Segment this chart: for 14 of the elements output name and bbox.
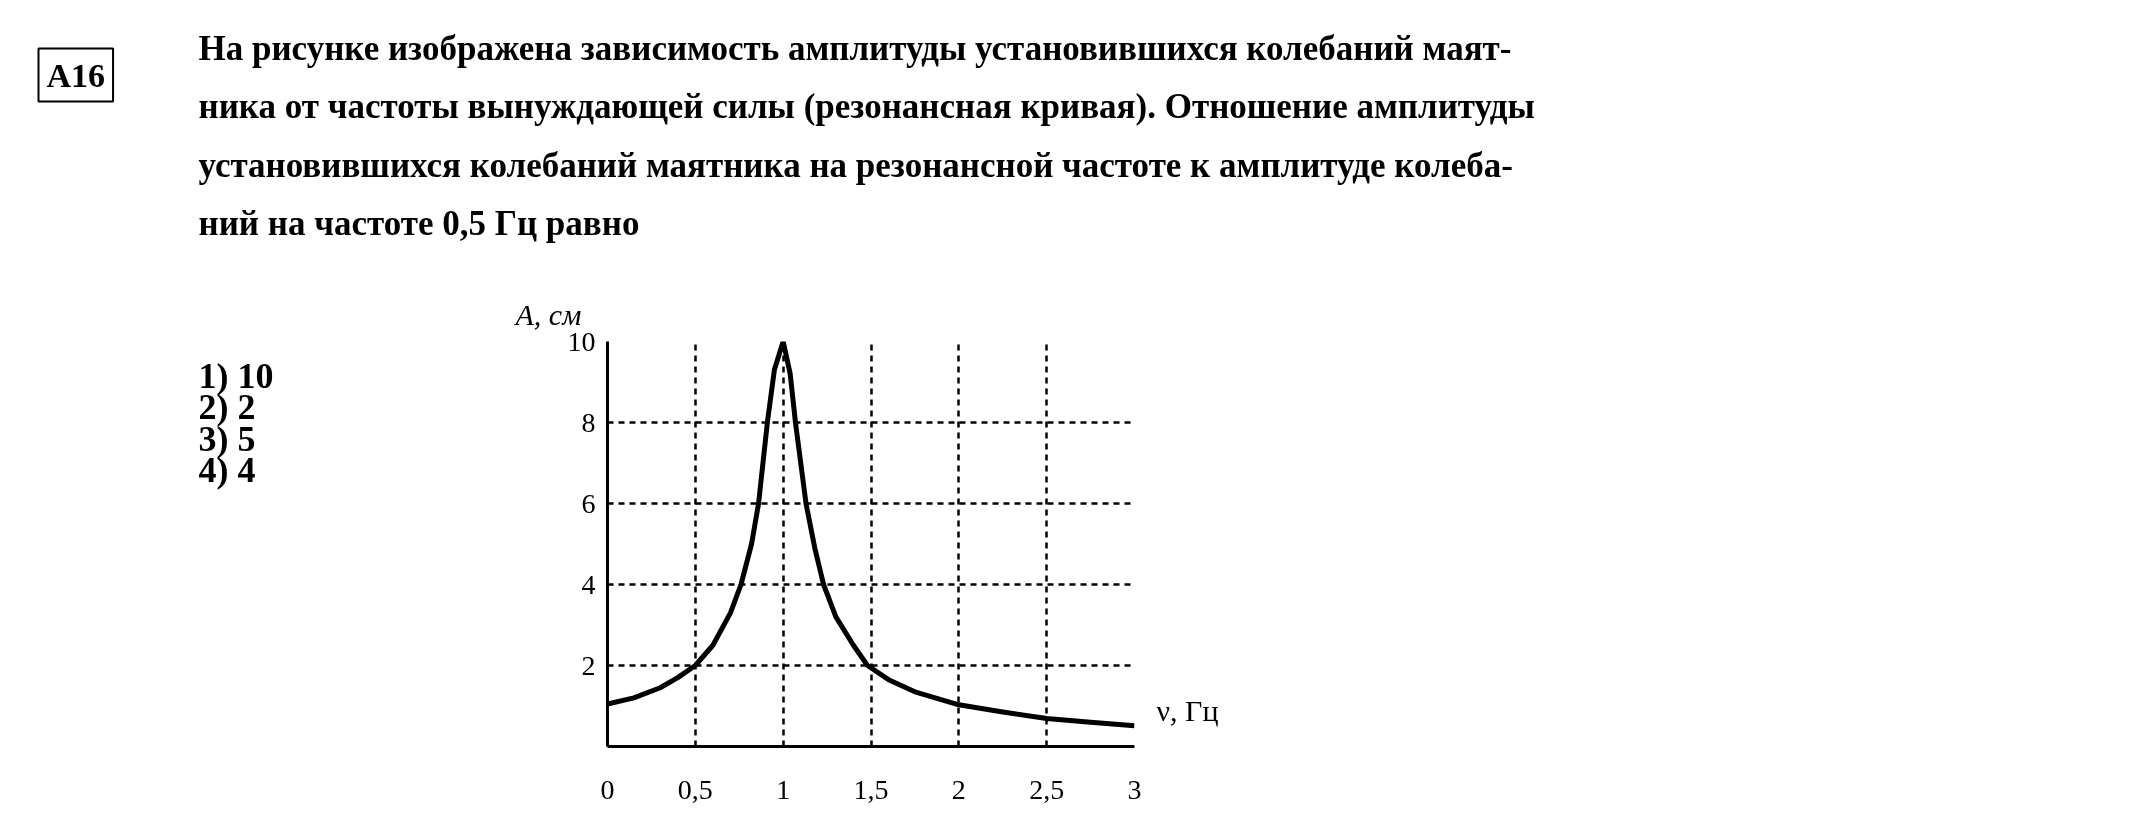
y-tick-label: 4 bbox=[581, 568, 596, 600]
y-tick-label: 8 bbox=[581, 406, 596, 438]
y-tick-label: 2 bbox=[581, 649, 596, 681]
y-tick-label: 6 bbox=[581, 487, 596, 519]
chart-title: На рисунке изображена зависимость амплитуды установившихся колебаний маят- ника от частоты вынуждающей силы (резонансная кривая). Отношение амплитуды установившихся колебаний маятника на резонансной частоте к амплитуде колеба- ний на частоте 0,5 Гц равно bbox=[198, 28, 1535, 243]
text: A16 bbox=[46, 56, 106, 94]
x-tick-label: 2,5 bbox=[1029, 773, 1065, 805]
x-tick-label: 2 bbox=[951, 773, 966, 805]
x-tick-label: 0,5 bbox=[677, 773, 713, 805]
x-tick-label: 1 bbox=[776, 773, 791, 805]
x-tick-label: 3 bbox=[1127, 773, 1142, 805]
x-tick-label: 1,5 bbox=[853, 773, 889, 805]
x-axis-title: ν, Гц bbox=[1156, 694, 1219, 728]
x-tick-label: 0 bbox=[600, 773, 615, 805]
